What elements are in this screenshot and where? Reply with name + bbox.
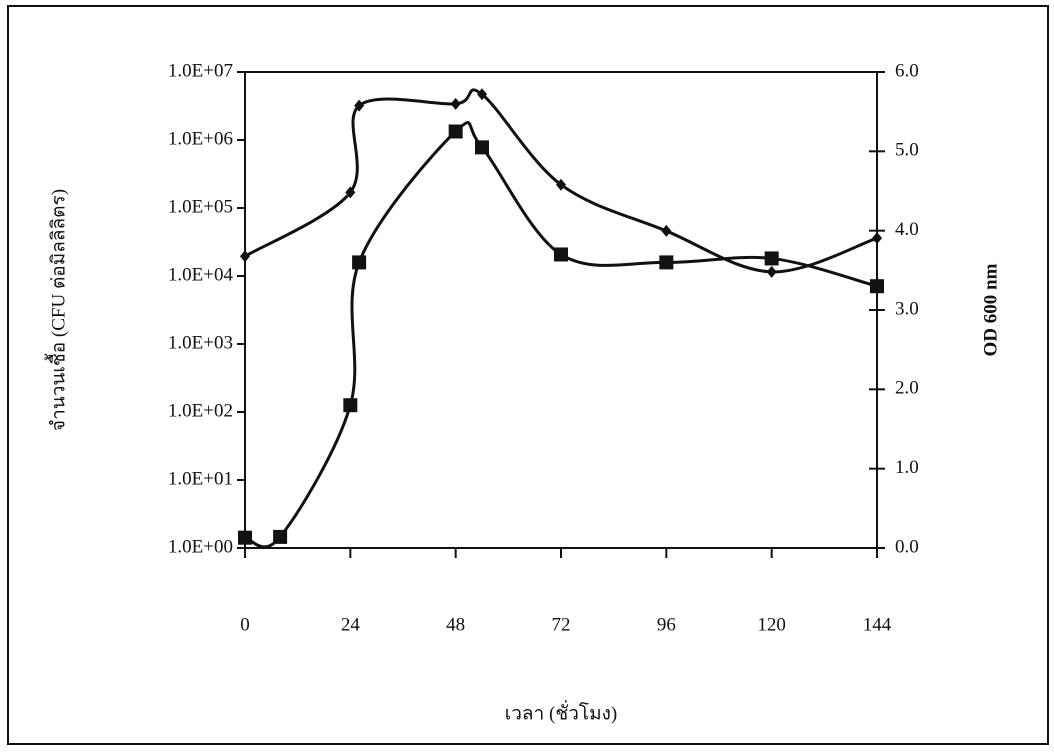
x-tick-label: 72 xyxy=(552,614,571,635)
diamond-marker xyxy=(345,186,356,199)
diamond-marker xyxy=(872,232,882,245)
y-tick-label: 1.0E+00 xyxy=(168,536,233,557)
plot-area xyxy=(244,71,878,549)
x-tick-label: 48 xyxy=(446,614,465,635)
square-marker xyxy=(659,255,674,270)
series-line xyxy=(244,121,878,549)
y-tick-label: 1.0E+02 xyxy=(168,400,233,421)
diamond-marker xyxy=(766,265,777,278)
diamond-marker xyxy=(661,224,672,237)
x-tick-label: 0 xyxy=(240,614,250,635)
y-tick-label: 1.0E+03 xyxy=(168,332,233,353)
square-marker xyxy=(238,530,252,545)
y-tick-label: 1.0E+04 xyxy=(168,264,234,285)
square-marker xyxy=(764,251,779,266)
square-marker xyxy=(554,247,568,262)
x-axis-label: เวลา (ชั่วโมง) xyxy=(505,699,617,724)
y2-tick-label: 5.0 xyxy=(895,140,919,161)
y-tick-label: 1.0E+06 xyxy=(168,128,233,149)
square-marker xyxy=(448,124,463,139)
x-tick-label: 120 xyxy=(757,614,786,635)
y2-tick-label: 4.0 xyxy=(895,219,919,240)
y-tick-label: 1.0E+07 xyxy=(168,60,233,81)
diamond-marker xyxy=(240,250,250,263)
y2-tick-label: 0.0 xyxy=(895,536,919,557)
square-marker xyxy=(343,398,358,413)
diamond-marker xyxy=(450,97,461,110)
y-tick-label: 1.0E+01 xyxy=(168,468,233,489)
diamond-marker xyxy=(477,88,487,101)
diamond-marker xyxy=(556,178,566,191)
x-tick-label: 144 xyxy=(863,614,892,635)
chart-frame xyxy=(7,5,1049,745)
y2-tick-label: 6.0 xyxy=(895,60,919,81)
x-tick-label: 24 xyxy=(341,614,361,635)
square-marker xyxy=(870,279,884,294)
square-marker xyxy=(475,140,489,155)
y2-tick-label: 2.0 xyxy=(895,378,919,399)
y2-tick-label: 1.0 xyxy=(895,457,919,478)
diamond-marker xyxy=(354,99,365,112)
square-marker xyxy=(352,255,367,270)
square-marker xyxy=(273,529,288,544)
x-tick-label: 96 xyxy=(657,614,676,635)
y-tick-label: 1.0E+05 xyxy=(168,196,233,217)
y-axis-label: จำนวนเชื้อ (CFU ต่อมิลลิลิตร) xyxy=(44,189,69,431)
y2-tick-label: 3.0 xyxy=(895,298,919,319)
y2-axis-label: OD 600 nm xyxy=(980,263,1001,356)
